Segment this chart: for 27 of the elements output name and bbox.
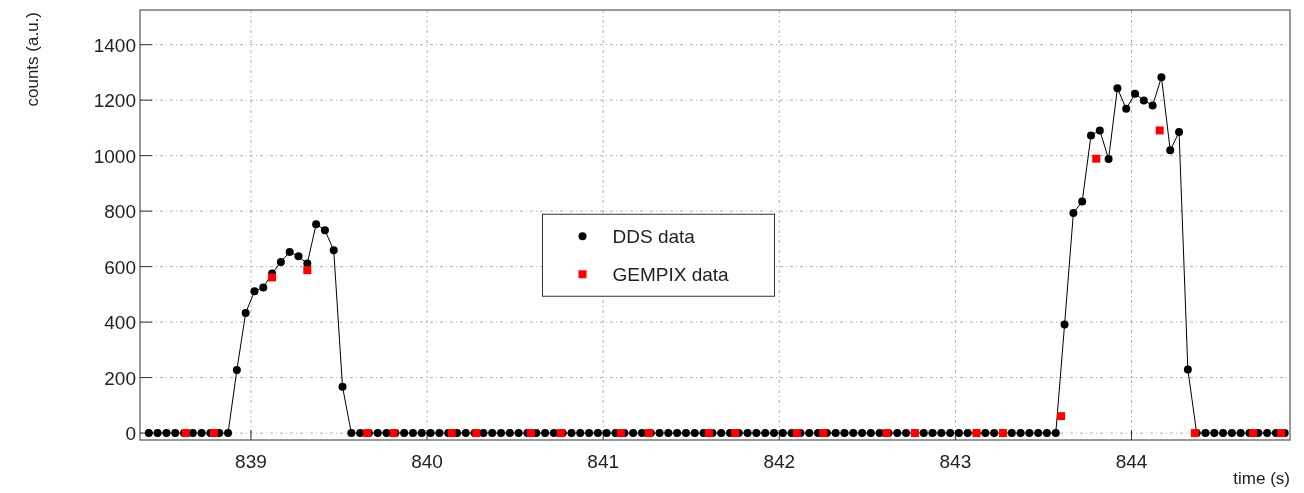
y-tick-label: 200 — [104, 367, 136, 389]
x-tick-label: 842 — [763, 451, 796, 472]
x-tick-label: 844 — [1115, 451, 1148, 472]
x-tick-label: 840 — [411, 451, 443, 472]
point — [704, 429, 713, 438]
y-tick-label: 1200 — [93, 90, 136, 112]
y-axis-title: counts (a.u.) — [23, 12, 42, 107]
x-axis-title: time (s) — [1233, 469, 1290, 488]
point — [268, 273, 277, 282]
point — [1155, 126, 1164, 135]
point — [616, 429, 625, 438]
y-tick-label: 0 — [125, 423, 136, 445]
x-tick-label: 839 — [235, 451, 267, 472]
y-tick-label: 1400 — [93, 34, 136, 56]
x-tick-label: 841 — [587, 451, 620, 472]
legend-label: GEMPIX data — [612, 264, 730, 286]
point — [1057, 412, 1066, 421]
point — [303, 266, 312, 275]
point — [792, 429, 801, 438]
point — [1092, 154, 1101, 163]
x-tick-label: 843 — [939, 451, 972, 472]
y-tick-label: 400 — [104, 312, 136, 334]
point — [1249, 429, 1258, 438]
y-tick-label: 1000 — [93, 145, 136, 167]
legend-label: DDS data — [612, 226, 696, 248]
y-tick-label: 800 — [104, 201, 136, 223]
y-tick-label: 600 — [104, 256, 136, 278]
